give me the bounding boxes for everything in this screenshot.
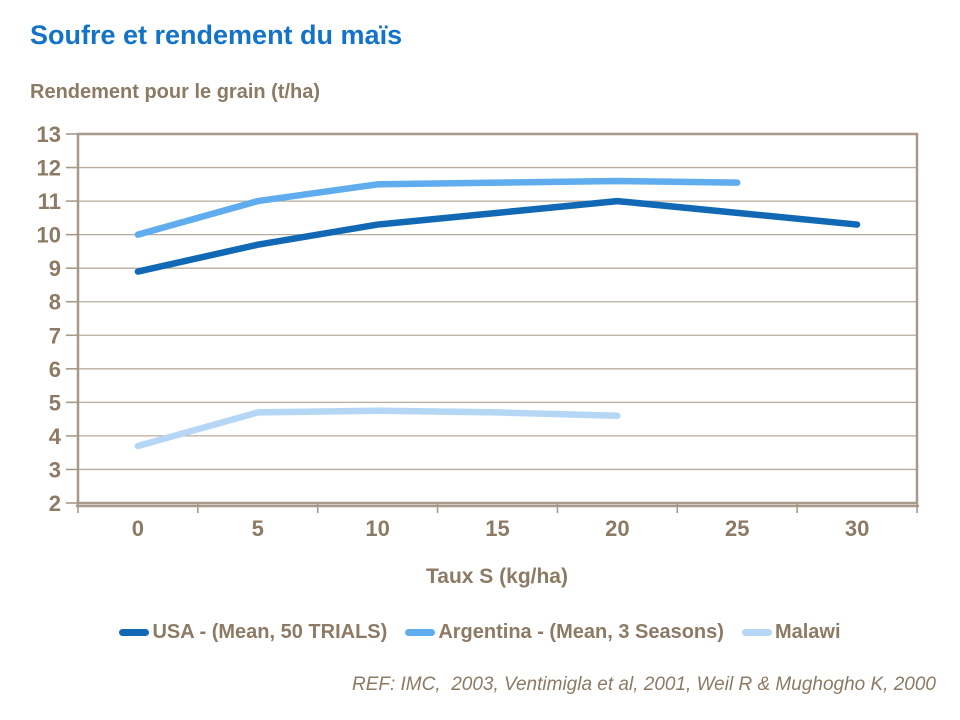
series-line-usa: [134, 197, 861, 275]
y-axis-title: Rendement pour le grain (t/ha): [30, 81, 321, 103]
series-line-malawi: [134, 407, 621, 450]
y-tick-label: 11: [38, 189, 61, 214]
legend-label-malawi: Malawi: [774, 621, 841, 643]
x-tick-label: 20: [605, 516, 629, 541]
y-tick-label: 8: [49, 290, 61, 315]
x-tick-label: 5: [252, 516, 264, 541]
x-tick-label: 10: [365, 516, 389, 541]
series-line-argentina: [134, 177, 741, 238]
y-tick-label: 13: [37, 122, 61, 147]
x-tick-label: 0: [132, 516, 144, 541]
y-tick-label: 7: [49, 323, 61, 348]
x-axis-title: Taux S (kg/ha): [426, 565, 568, 588]
legend-item-argentina: Argentina - (Mean, 3 Seasons): [405, 621, 724, 644]
x-tick-label: 25: [725, 516, 749, 541]
plot-border: [76, 132, 919, 505]
y-tick-label: 3: [49, 457, 61, 482]
malawi-line-swatch-icon: [741, 629, 772, 636]
y-tick-label: 10: [37, 223, 61, 248]
y-tick-label: 4: [49, 424, 62, 449]
reference-text: REF: IMC, 2003, Ventimigla et al, 2001, …: [351, 674, 936, 695]
y-tick-label: 6: [49, 357, 61, 382]
page-title: Soufre et rendement du maïs: [30, 20, 403, 50]
legend-item-usa: USA - (Mean, 50 TRIALS): [119, 621, 387, 644]
line-chart: Taux S (kg/ha) 2 3 4 5 6 7 8 9 10 11 12 13 0 5 10 15 20 2…: [37, 122, 919, 588]
x-tick-label: 15: [485, 516, 509, 541]
usa-line-swatch-icon: [119, 629, 150, 636]
x-tick-label: 30: [845, 516, 869, 541]
legend-label-usa: USA - (Mean, 50 TRIALS): [152, 621, 388, 643]
legend-item-malawi: Malawi: [741, 621, 841, 644]
y-tick-label: 2: [49, 491, 61, 516]
y-tick-label: 12: [37, 156, 61, 181]
y-tick-label: 5: [49, 390, 61, 415]
argentina-line-swatch-icon: [405, 629, 436, 636]
chart-legend: USA - (Mean, 50 TRIALS) Argentina - (Mea…: [0, 621, 960, 644]
y-tick-label: 9: [49, 256, 61, 281]
legend-label-argentina: Argentina - (Mean, 3 Seasons): [438, 621, 724, 643]
